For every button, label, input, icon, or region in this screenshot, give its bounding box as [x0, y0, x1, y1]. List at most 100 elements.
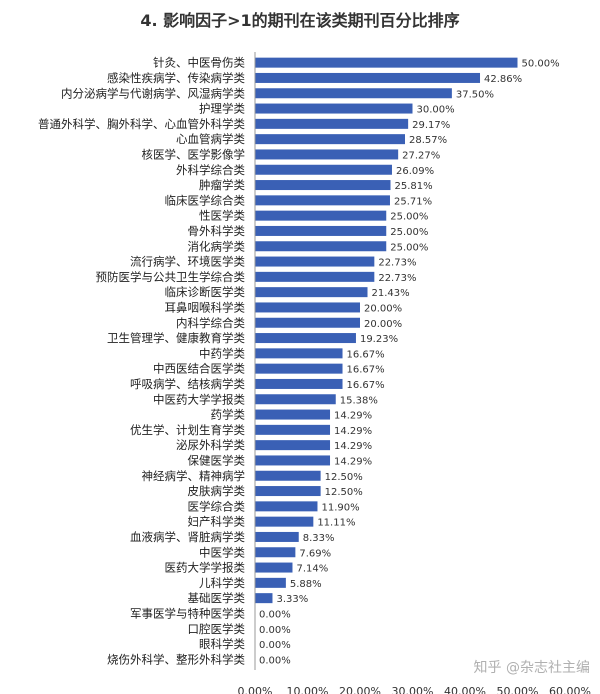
bar [255, 57, 518, 68]
data-label: 19.23% [360, 334, 398, 345]
category-label: 中医药大学学报类 [153, 392, 245, 406]
category-label: 神经病学、精神病学 [142, 469, 246, 483]
data-label: 0.00% [259, 655, 291, 666]
category-label: 烧伤外科学、整形外科学类 [107, 652, 245, 666]
data-label: 12.50% [325, 472, 363, 483]
data-label: 25.00% [390, 227, 428, 238]
data-label: 20.00% [364, 319, 402, 330]
bar [255, 149, 399, 160]
x-tick-label: 30.00% [392, 685, 434, 694]
x-tick-label: 0.00% [238, 685, 273, 694]
bar [255, 287, 368, 298]
data-label: 30.00% [417, 105, 455, 116]
bar [255, 317, 360, 328]
chart-title: 4. 影响因子>1的期刊在该类期刊百分比排序 [140, 11, 459, 30]
data-label: 12.50% [325, 487, 363, 498]
category-label: 心血管病学类 [176, 132, 245, 146]
data-label: 16.67% [347, 365, 385, 376]
category-label: 流行病学、环境医学类 [130, 255, 245, 269]
data-label: 7.14% [296, 564, 328, 575]
x-tick-label: 20.00% [339, 685, 381, 694]
category-label: 消化病学类 [188, 239, 246, 253]
data-label: 37.50% [456, 89, 494, 100]
bar [255, 118, 409, 129]
data-label: 11.11% [317, 518, 355, 529]
x-tick-label: 10.00% [287, 685, 329, 694]
bar [255, 195, 390, 206]
data-label: 25.71% [394, 196, 432, 207]
category-label: 皮肤病学类 [188, 484, 246, 498]
data-label: 27.27% [402, 150, 440, 161]
category-label: 眼科学类 [199, 637, 245, 651]
category-label: 感染性疾病学、传染病学类 [107, 71, 245, 85]
category-label: 内科学综合类 [176, 316, 245, 330]
bar [255, 271, 375, 282]
category-label: 中药学类 [199, 346, 245, 360]
category-label: 针灸、中医骨伤类 [153, 56, 245, 70]
category-label: 医学综合类 [188, 499, 246, 513]
bar [255, 577, 286, 588]
bar [255, 409, 331, 420]
category-label: 外科学综合类 [176, 163, 245, 177]
bar [255, 547, 296, 558]
data-label: 25.81% [395, 181, 433, 192]
data-label: 11.90% [321, 502, 359, 513]
bar [255, 225, 387, 236]
data-label: 7.69% [299, 548, 331, 559]
category-label: 军事医学与特种医学类 [130, 606, 245, 620]
x-tick-label: 40.00% [444, 685, 486, 694]
category-label: 口腔医学类 [188, 622, 246, 636]
data-label: 15.38% [340, 395, 378, 406]
bar [255, 440, 331, 451]
data-label: 21.43% [372, 288, 410, 299]
category-label: 医药大学学报类 [165, 561, 246, 575]
bar [255, 531, 299, 542]
x-tick-label: 60.00% [549, 685, 591, 694]
bar [255, 333, 356, 344]
data-label: 14.29% [334, 426, 372, 437]
bars-group: 针灸、中医骨伤类 50.00% 感染性疾病学、传染病学类 42.86% 内分泌病学与代谢… [38, 56, 560, 667]
category-label: 临床医学综合类 [165, 193, 246, 207]
bar [255, 424, 331, 435]
data-label: 16.67% [347, 349, 385, 360]
data-label: 0.00% [259, 625, 291, 636]
watermark-text: 知乎 @杂志社主编 [474, 659, 590, 676]
bar [255, 562, 293, 573]
bar [255, 378, 343, 389]
data-label: 25.00% [390, 242, 428, 253]
data-label: 50.00% [522, 59, 560, 70]
data-label: 3.33% [276, 594, 308, 605]
bar [255, 88, 452, 99]
category-label: 普通外科学、胸外科学、心血管外科学类 [38, 117, 245, 131]
category-label: 卫生管理学、健康教育学类 [107, 331, 245, 345]
category-label: 骨外科学类 [188, 224, 246, 238]
bar [255, 72, 481, 83]
data-label: 20.00% [364, 303, 402, 314]
data-label: 25.00% [390, 212, 428, 223]
bar [255, 501, 318, 512]
category-label: 核医学、医学影像学 [142, 147, 246, 161]
bar [255, 164, 392, 175]
category-label: 呼吸病学、结核病学类 [130, 377, 245, 391]
data-label: 14.29% [334, 456, 372, 467]
bar [255, 210, 387, 221]
category-label: 中医学类 [199, 545, 245, 559]
bar [255, 593, 273, 604]
category-label: 耳鼻咽喉科学类 [165, 300, 246, 314]
bar [255, 134, 405, 145]
data-label: 14.29% [334, 411, 372, 422]
data-label: 42.86% [484, 74, 522, 85]
data-label: 29.17% [412, 120, 450, 131]
x-axis-ticks: 0.00% 10.00% 20.00% 30.00% 40.00% 50.00% 60.00… [238, 685, 591, 694]
data-label: 22.73% [378, 273, 416, 284]
category-label: 儿科学类 [199, 576, 245, 590]
bar [255, 348, 343, 359]
bar [255, 455, 331, 466]
data-label: 0.00% [259, 609, 291, 620]
category-label: 中西医结合医学类 [153, 362, 245, 376]
data-label: 26.09% [396, 166, 434, 177]
category-label: 内分泌病学与代谢病学、风湿病学类 [61, 86, 245, 100]
category-label: 临床诊断医学类 [165, 285, 246, 299]
category-label: 泌尿外科学类 [176, 438, 245, 452]
